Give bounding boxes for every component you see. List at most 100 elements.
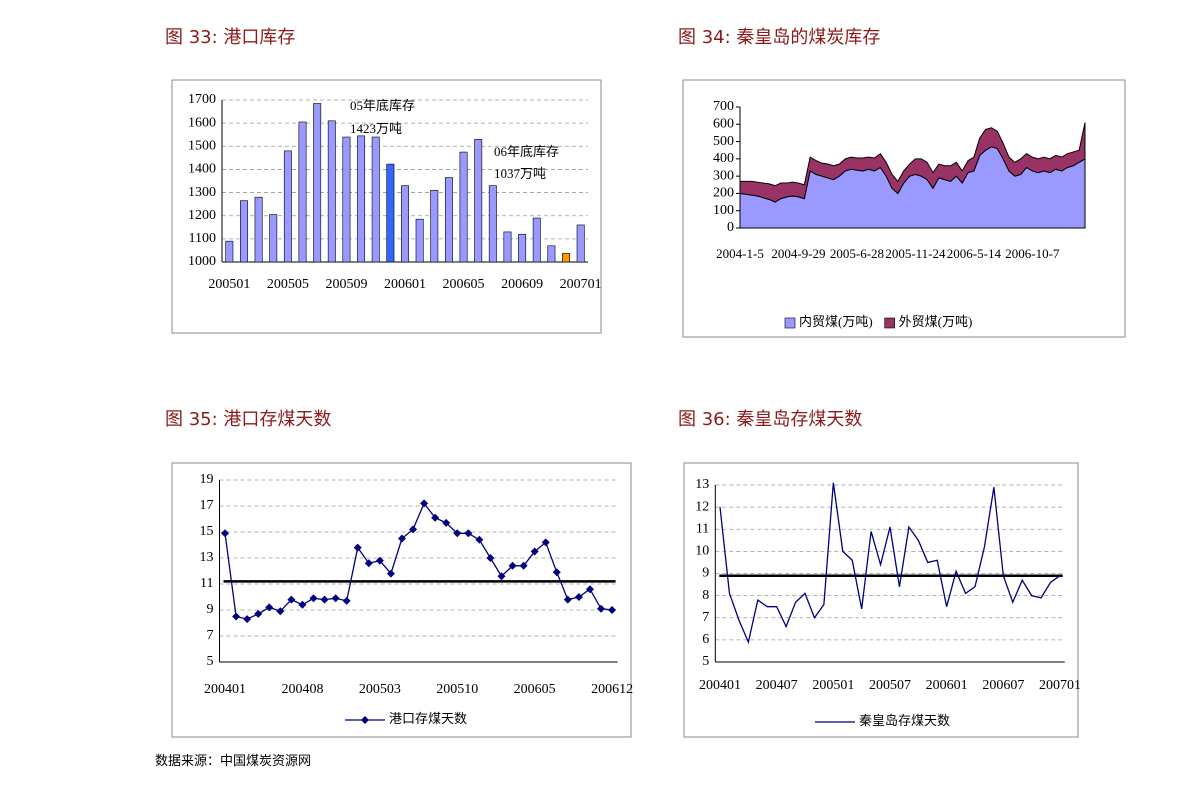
annotation: 06年底库存 [494, 144, 559, 159]
marker [287, 595, 296, 604]
y-tick-label: 0 [727, 220, 734, 235]
marker [254, 609, 263, 618]
y-tick-label: 200 [713, 186, 734, 201]
x-tick-label: 200601 [926, 678, 968, 693]
chart-frame [171, 462, 632, 738]
marker [265, 603, 274, 612]
marker [375, 556, 384, 565]
x-tick-label: 2005-6-28 [830, 246, 884, 261]
y-tick-label: 11 [200, 576, 213, 591]
chart-frame [682, 79, 1126, 338]
y-tick-label: 12 [695, 499, 709, 514]
bar [562, 253, 571, 263]
marker [221, 529, 230, 538]
x-tick-label: 2006-10-7 [1005, 246, 1060, 261]
bar [342, 136, 351, 263]
marker [353, 543, 362, 552]
chart-title: 图 33: 港口库存 [165, 27, 295, 48]
bar [576, 224, 585, 263]
y-tick-label: 1700 [188, 92, 216, 107]
marker [364, 559, 373, 568]
y-tick-label: 7 [702, 610, 709, 625]
bar [518, 233, 527, 263]
marker [453, 529, 462, 538]
marker [298, 600, 307, 609]
chart-title: 图 35: 港口存煤天数 [165, 409, 331, 430]
y-tick-label: 1500 [188, 139, 216, 154]
y-tick-label: 300 [713, 168, 734, 183]
marker [331, 594, 340, 603]
x-tick-label: 200407 [756, 678, 798, 693]
y-tick-label: 19 [200, 472, 214, 487]
y-tick-label: 13 [695, 477, 709, 492]
y-tick-label: 5 [207, 654, 214, 669]
bar [371, 136, 380, 263]
legend-label: 内贸煤(万吨) [799, 314, 873, 329]
marker [519, 561, 528, 570]
bar [386, 163, 395, 263]
bar [283, 150, 292, 263]
y-tick-label: 13 [200, 550, 214, 565]
legend-label: 秦皇岛存煤天数 [859, 713, 950, 728]
y-tick-label: 7 [207, 628, 214, 643]
x-tick-label: 200408 [281, 682, 323, 697]
bar [225, 240, 234, 263]
bar [547, 245, 556, 263]
x-tick-label: 200607 [982, 678, 1024, 693]
y-tick-label: 10 [695, 544, 709, 559]
y-tick-label: 8 [702, 588, 709, 603]
chart-frame [171, 79, 602, 334]
x-tick-label: 200401 [204, 682, 246, 697]
legend-swatch [784, 317, 796, 329]
bar [430, 189, 439, 263]
x-tick-label: 200509 [325, 277, 367, 292]
marker [409, 525, 418, 534]
x-tick-label: 200505 [267, 277, 309, 292]
marker [431, 513, 440, 522]
marker [585, 585, 594, 594]
bar [254, 196, 263, 263]
source-note: 数据来源：中国煤炭资源网 [155, 753, 311, 768]
marker [541, 538, 550, 547]
bar [474, 139, 483, 263]
x-tick-label: 200701 [1039, 678, 1081, 693]
legend-label: 外贸煤(万吨) [899, 314, 973, 329]
marker [530, 547, 539, 556]
x-tick-label: 2004-1-5 [716, 246, 764, 261]
y-tick-label: 1300 [188, 185, 216, 200]
y-tick-label: 600 [713, 117, 734, 132]
y-tick-label: 1600 [188, 115, 216, 130]
x-tick-label: 2004-9-29 [771, 246, 825, 261]
x-tick-label: 200612 [591, 682, 633, 697]
y-tick-label: 100 [713, 203, 734, 218]
marker [464, 529, 473, 538]
y-tick-label: 9 [702, 566, 709, 581]
x-tick-label: 200605 [514, 682, 556, 697]
bar [357, 135, 366, 263]
y-tick-label: 1200 [188, 208, 216, 223]
bar [503, 231, 512, 263]
x-tick-label: 200701 [560, 277, 602, 292]
bar [444, 177, 453, 263]
x-tick-label: 200507 [869, 678, 911, 693]
marker [475, 535, 484, 544]
line [719, 482, 1061, 645]
y-tick-label: 6 [702, 632, 709, 647]
y-tick-label: 17 [200, 498, 214, 513]
y-tick-label: 5 [702, 654, 709, 669]
legend-label: 港口存煤天数 [389, 711, 467, 726]
line [224, 502, 613, 620]
x-tick-label: 200501 [208, 277, 250, 292]
marker [442, 518, 451, 527]
x-tick-label: 200401 [699, 678, 741, 693]
y-tick-label: 1000 [188, 254, 216, 269]
annotation: 1037万吨 [494, 166, 546, 181]
x-tick-label: 2006-5-14 [947, 246, 1002, 261]
marker [508, 561, 517, 570]
marker [397, 534, 406, 543]
marker [552, 568, 561, 577]
x-tick-label: 200609 [501, 277, 543, 292]
y-tick-label: 11 [696, 521, 709, 536]
marker [386, 569, 395, 578]
